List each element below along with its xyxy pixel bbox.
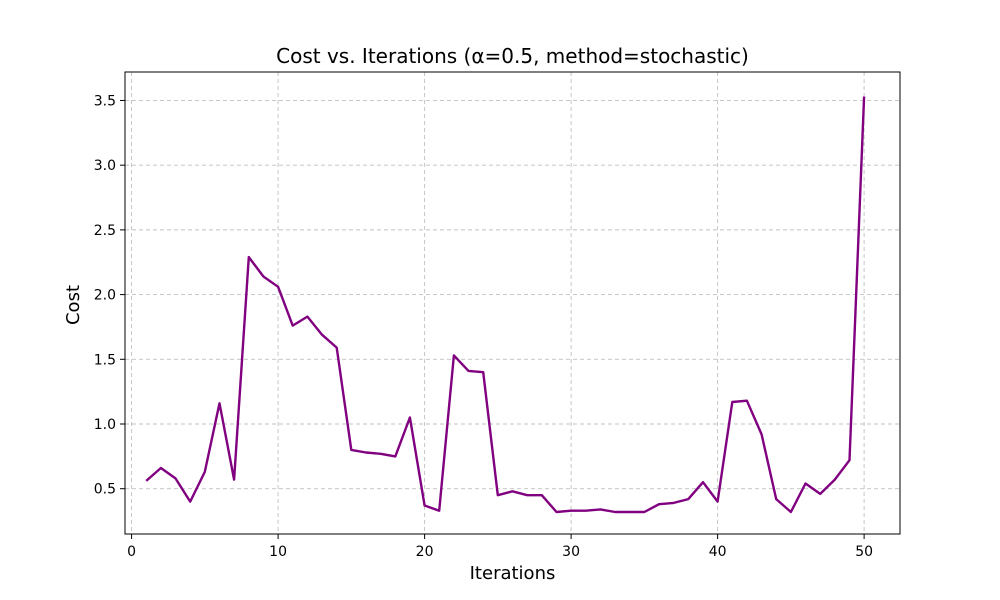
y-tick-label: 3.5 xyxy=(94,93,116,109)
y-tick-label: 1.0 xyxy=(94,417,116,433)
x-axis-label: Iterations xyxy=(470,563,556,584)
x-tick-labels: 0 10 20 30 40 50 xyxy=(127,544,873,560)
x-tick-label: 50 xyxy=(855,544,873,560)
y-tick-labels: 0.5 1.0 1.5 2.0 2.5 3.0 3.5 xyxy=(94,93,116,497)
chart-title: Cost vs. Iterations (α=0.5, method=stoch… xyxy=(276,44,749,68)
y-axis-label: Cost xyxy=(63,285,84,325)
tick-marks xyxy=(120,99,865,539)
cost-series-line xyxy=(145,96,866,514)
x-tick-label: 0 xyxy=(127,544,136,560)
y-tick-label: 0.5 xyxy=(94,482,116,498)
y-tick-label: 3.0 xyxy=(94,158,116,174)
y-tick-label: 2.0 xyxy=(94,288,116,304)
x-tick-label: 40 xyxy=(709,544,727,560)
y-tick-label: 2.5 xyxy=(94,223,116,239)
axes-frame xyxy=(124,71,901,535)
y-tick-label: 1.5 xyxy=(94,352,116,368)
x-tick-label: 10 xyxy=(269,544,287,560)
x-tick-label: 30 xyxy=(562,544,580,560)
grid-lines xyxy=(125,72,900,534)
x-tick-label: 20 xyxy=(416,544,434,560)
